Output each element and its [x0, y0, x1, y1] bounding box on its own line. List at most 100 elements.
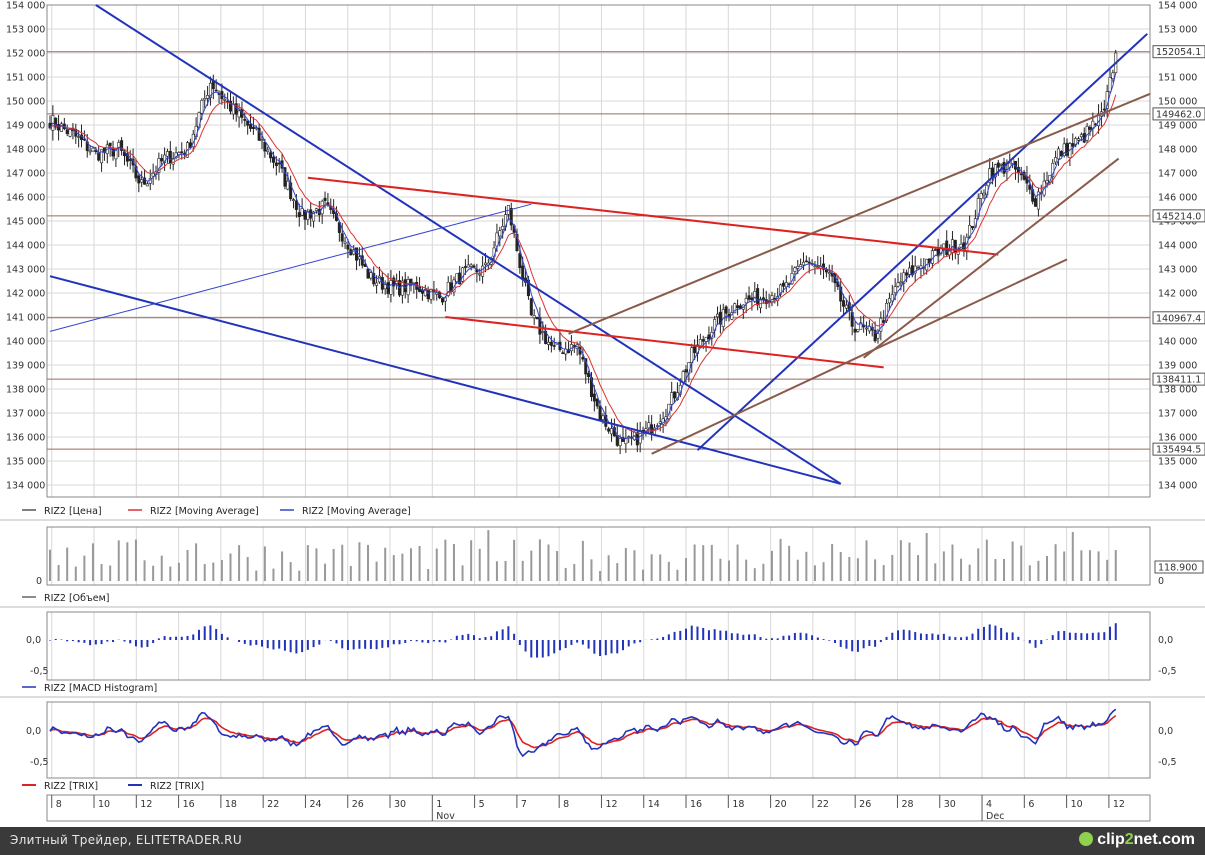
candle-body	[842, 300, 846, 307]
macd-bar	[1051, 635, 1054, 640]
x-axis-frame	[46, 794, 1151, 822]
macd-bar	[753, 634, 756, 640]
volume-bar	[177, 562, 180, 581]
candle-body	[380, 277, 384, 290]
candle-body	[478, 273, 482, 276]
footer-credit: Элитный Трейдер, ELITETRADER.RU	[10, 833, 242, 847]
candle-body	[701, 339, 705, 342]
volume-bar	[289, 562, 292, 581]
candle-body	[804, 260, 808, 263]
y-tick-left: 141 000	[6, 313, 45, 324]
candle-body	[813, 265, 817, 268]
volume-bar	[324, 563, 327, 581]
macd-bar	[215, 628, 218, 640]
candle-body	[1088, 126, 1092, 130]
macd-bar	[965, 636, 968, 640]
volume-bar	[152, 565, 155, 581]
x-tick-label: 18	[225, 799, 237, 810]
candle-body	[137, 175, 141, 184]
macd-bar	[255, 640, 258, 645]
y-tick-right: 148 000	[1158, 145, 1197, 156]
chart-canvas: 134 000 134 000 135 000 135 000 136 000 136 0…	[0, 0, 1205, 822]
macd-bar	[157, 638, 160, 640]
macd-bar	[639, 640, 642, 643]
candle-body	[369, 272, 373, 279]
volume-bar	[1063, 551, 1066, 581]
volume-bar	[1020, 545, 1023, 581]
macd-bar	[868, 640, 871, 646]
candle-body	[501, 226, 505, 230]
macd-bar	[444, 640, 447, 643]
volume-bar	[49, 549, 51, 581]
candle-body	[684, 369, 688, 373]
x-tick-label: 30	[944, 799, 956, 810]
macd-bar	[553, 640, 556, 654]
macd-bar	[238, 640, 241, 643]
x-tick-label: 12	[1113, 799, 1125, 810]
candle-body	[876, 333, 880, 339]
macd-bar	[249, 640, 252, 646]
trendline	[863, 157, 1120, 359]
macd-bar	[902, 629, 905, 640]
candle-body	[372, 273, 376, 285]
macd-bar	[490, 636, 493, 640]
macd-bar	[702, 627, 705, 640]
macd-bar	[822, 639, 825, 640]
macd-bar	[180, 636, 183, 640]
macd-bar	[788, 635, 791, 640]
candle-body	[529, 298, 533, 316]
candle-body	[469, 264, 473, 267]
macd-bar	[748, 634, 751, 640]
macd-bar	[879, 640, 882, 643]
macd-bar	[100, 640, 103, 645]
trendline	[95, 4, 842, 485]
trendline	[568, 92, 1151, 335]
price-frame	[46, 4, 1151, 498]
macd-bar	[673, 631, 676, 640]
level-label-box	[1152, 107, 1205, 121]
clip2net-logo[interactable]: clip2net.com	[1079, 831, 1195, 849]
candle-body	[899, 281, 903, 284]
candle-body	[269, 152, 273, 159]
volume-bar	[564, 567, 567, 581]
candle-body	[913, 265, 917, 274]
candle-body	[793, 267, 797, 272]
macd-bar	[765, 638, 768, 640]
candle-body	[1019, 173, 1023, 176]
volume-bar	[126, 542, 129, 581]
x-tick-label: 1	[436, 799, 442, 810]
volume-bar	[753, 568, 756, 581]
month-label: Nov	[436, 811, 455, 822]
volume-bar	[1106, 559, 1109, 581]
candle-body	[902, 272, 906, 284]
candle-body	[1045, 180, 1049, 184]
candle-body	[452, 279, 456, 293]
x-tick-label: 26	[352, 799, 364, 810]
macd-bar	[667, 634, 670, 640]
volume-bar	[925, 533, 928, 581]
candle-body	[615, 435, 619, 446]
macd-bar	[736, 633, 739, 640]
volume-bar	[547, 544, 550, 581]
macd-bar	[209, 625, 212, 640]
candle-body	[357, 256, 361, 260]
macd-bar	[541, 640, 544, 658]
candle-body	[827, 272, 831, 275]
macd-bar	[478, 638, 481, 640]
macd-bar	[621, 640, 624, 651]
macd-bar	[610, 640, 613, 654]
volume-bar	[186, 549, 189, 581]
candle-body	[907, 267, 911, 275]
volume-bar	[470, 540, 473, 581]
candle-body	[610, 428, 614, 435]
candle-body	[621, 437, 625, 442]
macd-bar	[381, 640, 384, 648]
candle-body	[206, 95, 210, 99]
candle-body	[340, 233, 344, 242]
y-tick-right: 153 000	[1158, 25, 1197, 36]
volume-bars	[49, 530, 1117, 581]
candle-body	[1108, 77, 1112, 93]
candle-body	[999, 163, 1003, 166]
candle-body	[125, 153, 129, 162]
volume-bar	[358, 542, 361, 581]
